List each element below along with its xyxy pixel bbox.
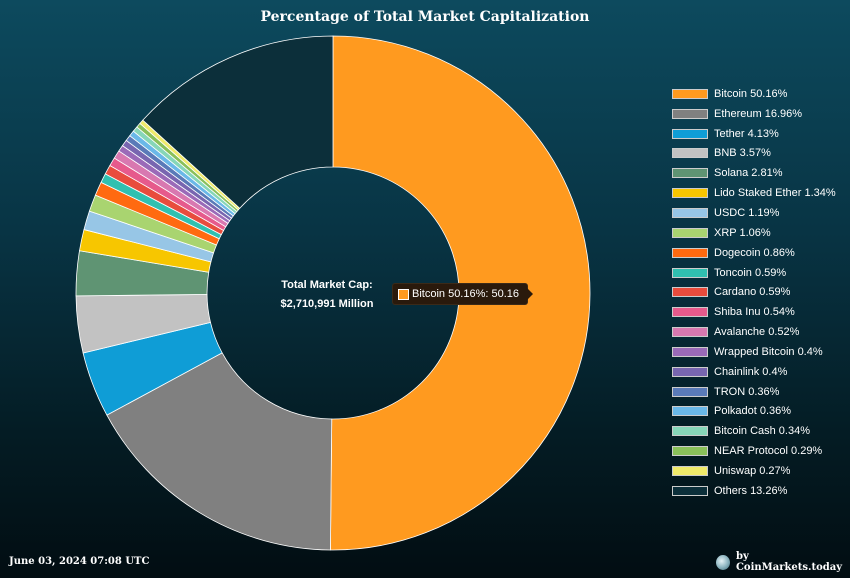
center-label: Total Market Cap: $2,710,991 Million xyxy=(262,276,392,314)
legend-label: Polkadot 0.36% xyxy=(714,405,792,418)
legend-item-bnb[interactable]: BNB 3.57% xyxy=(672,144,836,164)
slice-others[interactable] xyxy=(142,35,334,209)
legend-item-tether[interactable]: Tether 4.13% xyxy=(672,124,836,144)
legend-item-tron[interactable]: TRON 0.36% xyxy=(672,382,836,402)
legend-item-polkadot[interactable]: Polkadot 0.36% xyxy=(672,402,836,422)
legend-swatch xyxy=(672,465,708,476)
legend-label: Lido Staked Ether 1.34% xyxy=(714,187,836,200)
legend-item-solana[interactable]: Solana 2.81% xyxy=(672,163,836,183)
legend-item-chainlink[interactable]: Chainlink 0.4% xyxy=(672,362,836,382)
legend-swatch xyxy=(672,366,708,377)
legend-item-cardano[interactable]: Cardano 0.59% xyxy=(672,282,836,302)
legend-label: Tether 4.13% xyxy=(714,127,779,140)
tooltip-text: Bitcoin 50.16%: 50.16 xyxy=(412,288,520,300)
legend-label: TRON 0.36% xyxy=(714,385,780,398)
legend-item-lido-staked-ether[interactable]: Lido Staked Ether 1.34% xyxy=(672,183,836,203)
timestamp: June 03, 2024 07:08 UTC xyxy=(9,556,150,567)
legend-item-xrp[interactable]: XRP 1.06% xyxy=(672,223,836,243)
legend-item-usdc[interactable]: USDC 1.19% xyxy=(672,203,836,223)
legend-swatch xyxy=(672,307,708,318)
legend-label: Toncoin 0.59% xyxy=(714,266,787,279)
legend-swatch xyxy=(672,207,708,218)
legend-label: Solana 2.81% xyxy=(714,167,783,180)
credit-text: by CoinMarkets.today xyxy=(735,551,843,573)
legend-label: Ethereum 16.96% xyxy=(714,107,803,120)
legend-label: BNB 3.57% xyxy=(714,147,771,160)
legend-label: USDC 1.19% xyxy=(714,206,780,219)
legend-swatch xyxy=(672,188,708,199)
legend-label: XRP 1.06% xyxy=(714,226,771,239)
tooltip-swatch xyxy=(398,288,409,300)
legend-swatch xyxy=(672,88,708,99)
legend-item-toncoin[interactable]: Toncoin 0.59% xyxy=(672,263,836,283)
legend-swatch xyxy=(672,287,708,298)
legend-swatch xyxy=(672,406,708,417)
legend-label: Wrapped Bitcoin 0.4% xyxy=(714,345,823,358)
legend-item-bitcoin[interactable]: Bitcoin 50.16% xyxy=(672,84,836,104)
legend-label: Others 13.26% xyxy=(714,484,788,497)
legend-swatch xyxy=(672,227,708,238)
chart-tooltip: Bitcoin 50.16%: 50.16 xyxy=(392,283,534,305)
legend-label: Bitcoin Cash 0.34% xyxy=(714,425,810,438)
legend-item-dogecoin[interactable]: Dogecoin 0.86% xyxy=(672,243,836,263)
legend-swatch xyxy=(672,128,708,139)
legend-item-wrapped-bitcoin[interactable]: Wrapped Bitcoin 0.4% xyxy=(672,342,836,362)
legend-item-near-protocol[interactable]: NEAR Protocol 0.29% xyxy=(672,441,836,461)
credit[interactable]: by CoinMarkets.today xyxy=(716,551,850,573)
legend-swatch xyxy=(672,386,708,397)
legend-swatch xyxy=(672,485,708,496)
legend-item-bitcoin-cash[interactable]: Bitcoin Cash 0.34% xyxy=(672,421,836,441)
legend-swatch xyxy=(672,247,708,258)
legend-label: Uniswap 0.27% xyxy=(714,464,791,477)
legend-swatch xyxy=(672,267,708,278)
legend-label: Avalanche 0.52% xyxy=(714,326,800,339)
legend-item-shiba-inu[interactable]: Shiba Inu 0.54% xyxy=(672,302,836,322)
legend-swatch xyxy=(672,426,708,437)
legend-swatch xyxy=(672,148,708,159)
legend-swatch xyxy=(672,327,708,338)
globe-icon xyxy=(716,554,730,570)
legend-label: Cardano 0.59% xyxy=(714,286,791,299)
legend-item-others[interactable]: Others 13.26% xyxy=(672,481,836,501)
legend-swatch xyxy=(672,168,708,179)
legend-label: Shiba Inu 0.54% xyxy=(714,306,795,319)
legend: Bitcoin 50.16% Ethereum 16.96% Tether 4.13… xyxy=(672,84,836,501)
legend-item-avalanche[interactable]: Avalanche 0.52% xyxy=(672,322,836,342)
legend-swatch xyxy=(672,446,708,457)
slice-ethereum[interactable] xyxy=(106,352,333,551)
legend-swatch xyxy=(672,108,708,119)
total-market-cap-value: $2,710,991 Million xyxy=(280,298,374,310)
legend-label: Bitcoin 50.16% xyxy=(714,87,788,100)
legend-item-uniswap[interactable]: Uniswap 0.27% xyxy=(672,461,836,481)
legend-swatch xyxy=(672,346,708,357)
legend-label: NEAR Protocol 0.29% xyxy=(714,445,823,458)
legend-item-ethereum[interactable]: Ethereum 16.96% xyxy=(672,104,836,124)
chart-title: Percentage of Total Market Capitalizatio… xyxy=(260,9,590,25)
total-market-cap-label: Total Market Cap: xyxy=(281,279,373,291)
legend-label: Chainlink 0.4% xyxy=(714,365,788,378)
legend-label: Dogecoin 0.86% xyxy=(714,246,795,259)
